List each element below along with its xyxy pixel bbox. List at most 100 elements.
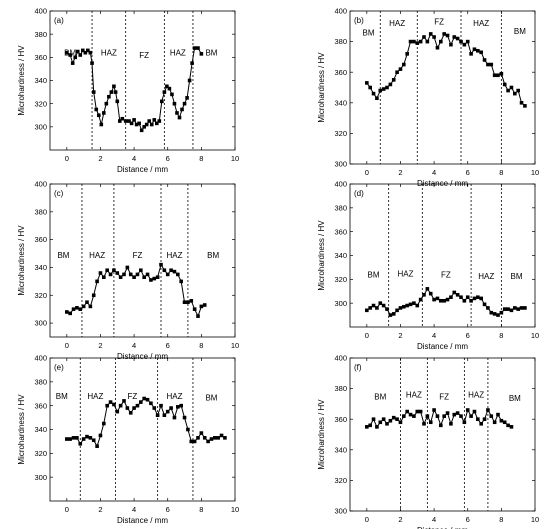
data-point: [91, 438, 96, 443]
x-tick-label: 4: [432, 168, 436, 177]
data-point: [509, 425, 514, 429]
data-point: [68, 311, 72, 316]
zone-label: HAZ: [170, 49, 186, 58]
data-point: [91, 293, 96, 298]
data-point: [96, 113, 101, 118]
data-point: [391, 312, 396, 316]
data-point: [142, 275, 146, 279]
data-point: [402, 62, 406, 67]
y-tick-label: 340: [34, 76, 47, 85]
data-point: [445, 297, 450, 302]
y-axis-label: Microhardness / HV: [17, 394, 26, 465]
data-point: [68, 437, 72, 441]
x-tick-label: 6: [466, 515, 470, 524]
data-point: [149, 401, 153, 406]
data-point: [132, 118, 136, 122]
data-point: [154, 121, 159, 126]
data-point: [123, 119, 128, 123]
data-point: [465, 39, 470, 44]
zone-label: BM: [363, 28, 375, 37]
data-point: [95, 279, 99, 284]
data-point: [502, 82, 507, 87]
data-point: [519, 101, 524, 105]
data-point: [185, 96, 189, 100]
data-point: [88, 304, 93, 309]
zone-label: HAZ: [389, 19, 405, 28]
y-tick-label: 380: [334, 203, 347, 212]
data-point: [452, 35, 457, 39]
y-tick-label: 380: [34, 377, 47, 386]
data-point: [415, 41, 420, 45]
zone-label: HAZ: [398, 269, 414, 278]
data-point: [425, 39, 430, 44]
x-tick-label: 6: [166, 154, 170, 163]
data-point: [459, 295, 463, 300]
x-tick-label: 6: [466, 168, 470, 177]
zone-label: BM: [514, 27, 526, 36]
data-point: [112, 268, 116, 273]
data-point: [162, 268, 167, 273]
x-tick-label: 0: [365, 168, 369, 177]
data-point: [175, 111, 179, 115]
plot-frame: [349, 183, 536, 328]
data-point: [104, 101, 109, 106]
y-tick-label: 340: [34, 425, 47, 434]
data-point: [509, 85, 514, 90]
chart-panel-4: 0 2 4 6 8 10 300 320 340 360 380 400 Distance / mm Mi…: [317, 180, 539, 351]
x-tick-label: 0: [365, 515, 369, 524]
data-point: [202, 303, 207, 307]
data-point: [189, 439, 194, 444]
data-point: [90, 61, 94, 65]
data-point: [439, 39, 443, 44]
data-point: [169, 268, 173, 273]
data-point: [371, 91, 376, 96]
data-point: [455, 411, 460, 415]
data-point: [408, 412, 413, 417]
y-tick-label: 300: [334, 299, 347, 308]
data-point: [117, 119, 122, 123]
data-point: [381, 417, 386, 421]
data-point: [107, 94, 111, 99]
data-point: [186, 427, 190, 432]
y-tick-label: 300: [34, 319, 47, 328]
data-point: [435, 45, 440, 50]
data-point: [102, 421, 106, 426]
panel-label: (e): [54, 363, 64, 372]
panel-label: (b): [354, 16, 364, 25]
data-point: [496, 313, 500, 317]
data-point: [152, 406, 157, 410]
data-point: [492, 312, 497, 316]
x-tick-label: 2: [98, 341, 102, 350]
y-tick-label: 320: [334, 476, 347, 485]
chart-panel-2: 0 2 4 6 8 10 300 320 340 360 380 400 Distance / mm Mi…: [317, 7, 539, 188]
zone-label: BM: [511, 272, 523, 281]
y-tick-label: 320: [334, 275, 347, 284]
y-tick-label: 340: [334, 251, 347, 260]
data-point: [127, 119, 131, 123]
data-point: [479, 296, 483, 301]
data-point: [134, 122, 139, 127]
data-point: [109, 90, 114, 94]
data-point: [486, 62, 490, 67]
y-tick-label: 400: [34, 354, 47, 363]
y-tick-label: 400: [334, 180, 347, 189]
y-tick-label: 400: [34, 180, 47, 189]
x-tick-label: 4: [132, 505, 136, 514]
x-tick-label: 2: [398, 168, 402, 177]
data-point: [375, 96, 379, 101]
data-point: [479, 50, 483, 55]
data-point: [142, 125, 146, 129]
data-point: [365, 81, 369, 85]
data-point: [381, 87, 386, 91]
series-line: [66, 263, 205, 318]
y-tick-label: 380: [334, 37, 347, 46]
data-point: [472, 409, 477, 414]
y-axis-label: Microhardness / HV: [317, 399, 326, 470]
data-point: [91, 90, 96, 94]
data-point: [71, 307, 76, 311]
data-point: [482, 58, 487, 62]
data-point: [375, 425, 379, 429]
panel-label: (a): [54, 16, 64, 25]
data-point: [472, 296, 477, 301]
